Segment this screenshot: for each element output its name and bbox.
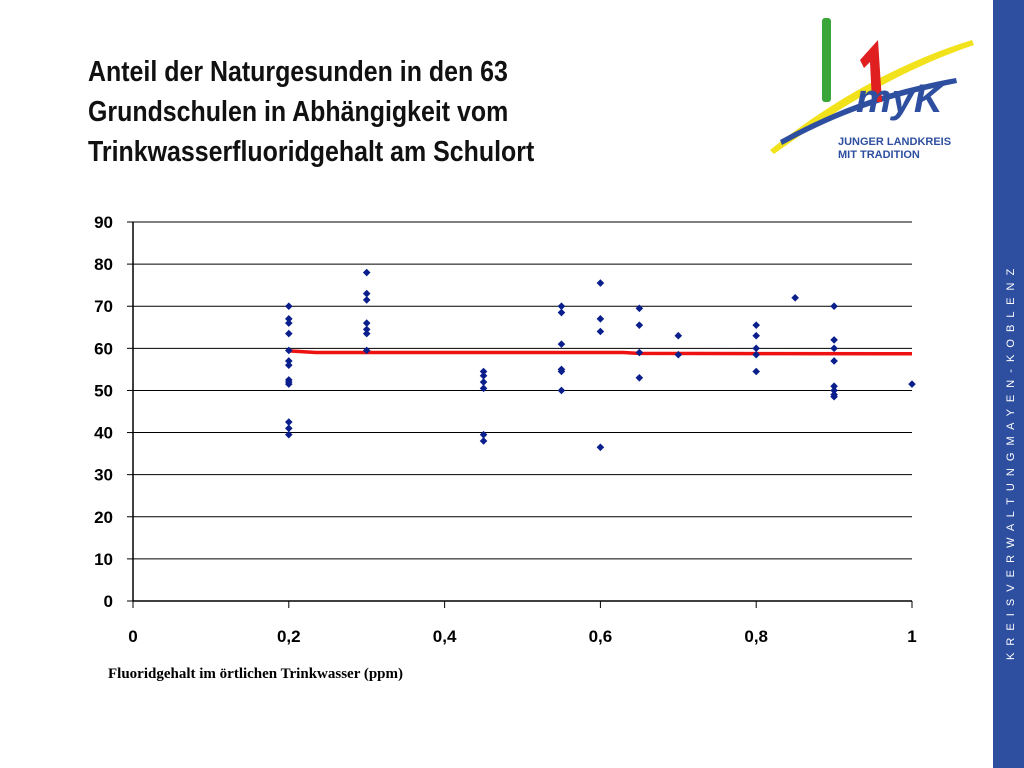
data-point	[362, 329, 371, 338]
data-point	[362, 289, 371, 298]
data-point	[830, 382, 838, 391]
data-point	[285, 430, 293, 439]
data-point	[479, 378, 488, 386]
axes	[132, 222, 913, 608]
slide-title: Anteil der Naturgesunden in den 63 Grund…	[88, 52, 638, 172]
y-tick-label: 0	[104, 592, 113, 611]
logo-tagline-2: MIT TRADITION	[838, 149, 920, 161]
data-point	[285, 329, 293, 338]
data-point	[557, 386, 566, 395]
x-tick-label: 0,4	[433, 627, 457, 646]
x-axis-label: Fluoridgehalt im örtlichen Trinkwasser (…	[108, 666, 404, 682]
sidebar-text: K R E I S V E R W A L T U N G M A Y E N …	[1005, 267, 1017, 660]
x-tick-label: 0,6	[589, 627, 613, 646]
data-point	[830, 344, 838, 353]
y-tick-label: 50	[94, 381, 113, 400]
logo-green-bar	[822, 18, 831, 102]
data-point	[362, 346, 371, 355]
data-point	[596, 279, 605, 287]
logo-blue-swoosh	[780, 78, 957, 145]
trend-line	[288, 349, 913, 356]
data-point	[362, 268, 371, 277]
y-tick-label: 80	[94, 255, 113, 274]
data-point	[557, 302, 566, 311]
data-point	[479, 367, 488, 376]
data-point	[285, 418, 293, 426]
x-tick-label: 0	[128, 627, 137, 646]
data-point	[285, 361, 293, 369]
data-point	[479, 430, 488, 439]
title-line-2: Grundschulen in Abhängigkeit vom	[88, 96, 509, 128]
data-point	[908, 380, 916, 388]
x-tick-label: 1	[907, 627, 916, 646]
x-tick-label: 0,2	[277, 627, 301, 646]
data-point	[285, 315, 293, 323]
data-point	[830, 386, 838, 395]
data-point	[674, 331, 683, 340]
y-tick-label: 90	[94, 213, 113, 232]
trend-line-group	[288, 349, 913, 356]
logo-yellow-swoosh	[770, 40, 974, 154]
data-point	[752, 331, 760, 340]
y-tick-label: 60	[94, 339, 113, 358]
data-point	[635, 321, 644, 329]
data-points	[285, 268, 916, 452]
y-tick-label: 30	[94, 466, 113, 485]
logo-wordmark: myK	[856, 77, 946, 121]
myk-logo: myK JUNGER LANDKREIS MIT TRADITION	[770, 18, 974, 161]
data-point	[285, 302, 293, 311]
data-point	[362, 296, 371, 304]
y-tick-label: 10	[94, 550, 113, 569]
data-point	[285, 357, 293, 365]
x-tick-labels: 0 0,2 0,4 0,6 0,8 1	[128, 627, 916, 646]
title-line-1: Anteil der Naturgesunden in den 63	[88, 56, 508, 88]
grid-lines	[127, 221, 912, 602]
data-point	[557, 367, 566, 376]
title-line-3: Trinkwasserfluoridgehalt am Schulort	[88, 136, 535, 168]
data-point	[635, 348, 644, 357]
data-point	[479, 437, 488, 445]
sidebar-label: K R E I S V E R W A L T U N G M A Y E N …	[1005, 267, 1017, 660]
y-tick-label: 40	[94, 424, 113, 443]
data-point	[635, 304, 644, 313]
data-point	[596, 315, 605, 323]
logo-red-mark	[860, 40, 882, 102]
data-point	[557, 308, 566, 317]
data-point	[285, 380, 293, 388]
y-tick-labels: 0 10 20 30 40 50 60 70 80 90	[94, 213, 113, 611]
data-point	[362, 325, 371, 334]
data-point	[752, 321, 760, 329]
data-point	[752, 344, 760, 353]
data-point	[285, 319, 293, 327]
data-point	[830, 357, 838, 365]
data-point	[830, 336, 838, 344]
data-point	[635, 374, 644, 382]
data-point	[752, 367, 760, 376]
data-point	[674, 350, 683, 359]
logo-tagline-1: JUNGER LANDKREIS	[838, 136, 951, 148]
data-point	[479, 384, 488, 393]
data-point	[791, 294, 799, 302]
data-point	[557, 340, 566, 348]
data-point	[596, 443, 605, 452]
data-point	[752, 350, 760, 359]
y-tick-label: 20	[94, 508, 113, 527]
sidebar-band	[993, 0, 1024, 768]
data-point	[830, 392, 838, 401]
data-point	[479, 371, 488, 380]
scatter-chart: 0 10 20 30 40 50 60 70 80 90 0 0,2 0,4 0,6 0,8 1	[94, 213, 917, 646]
x-tick-label: 0,8	[744, 627, 768, 646]
data-point	[362, 319, 371, 327]
data-point	[285, 346, 293, 355]
data-point	[830, 302, 838, 311]
data-point	[596, 327, 605, 336]
y-tick-label: 70	[94, 297, 113, 316]
data-point	[285, 424, 293, 433]
